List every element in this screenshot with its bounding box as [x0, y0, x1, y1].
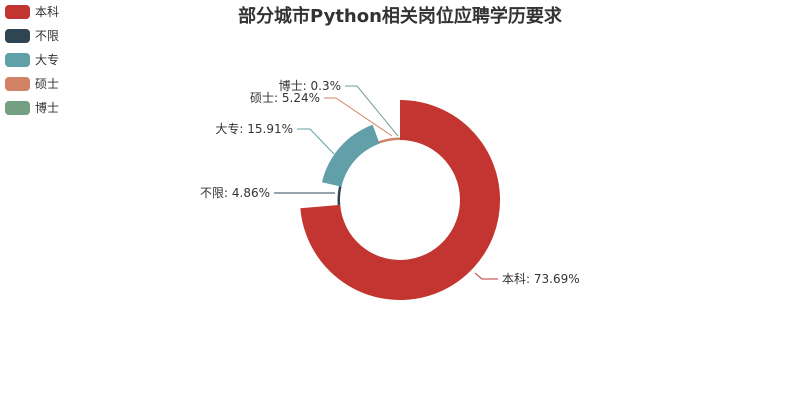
legend-swatch[interactable] — [5, 29, 30, 43]
slice-label: 不限: 4.86% — [200, 186, 270, 200]
label-leader-line — [297, 128, 335, 155]
slice-labels: 本科: 73.69% 不限: 4.86% 大专: 15.91% 硕士: 5.24%博士… — [200, 78, 580, 286]
legend-item-label[interactable]: 硕士 — [35, 77, 59, 91]
pie-slice[interactable] — [398, 137, 400, 141]
label-leader-line — [324, 97, 393, 137]
legend-swatch[interactable] — [5, 5, 30, 19]
pie-slice[interactable] — [300, 100, 501, 300]
pie-slice[interactable] — [321, 124, 380, 187]
label-leader-line — [474, 272, 498, 280]
legend-item-label[interactable]: 不限 — [35, 29, 59, 43]
legend-swatch[interactable] — [5, 53, 30, 67]
legend-item-label[interactable]: 大专 — [35, 52, 59, 67]
slices — [300, 100, 501, 300]
legend-item-label[interactable]: 本科 — [35, 5, 59, 19]
slice-label: 大专: 15.91% — [215, 121, 293, 136]
chart-title: 部分城市Python相关岗位应聘学历要求 — [238, 5, 563, 27]
legend-swatch[interactable] — [5, 101, 30, 115]
pie-slice[interactable] — [337, 186, 342, 206]
label-leader-line — [345, 85, 399, 137]
legend-swatch[interactable] — [5, 77, 30, 91]
slice-label: 本科: 73.69% — [502, 272, 580, 286]
pie-slice[interactable] — [378, 137, 399, 144]
slice-label: 硕士: 5.24% — [250, 91, 320, 105]
slice-label: 博士: 0.3% — [279, 78, 341, 93]
legend-item-label[interactable]: 博士 — [35, 100, 59, 115]
